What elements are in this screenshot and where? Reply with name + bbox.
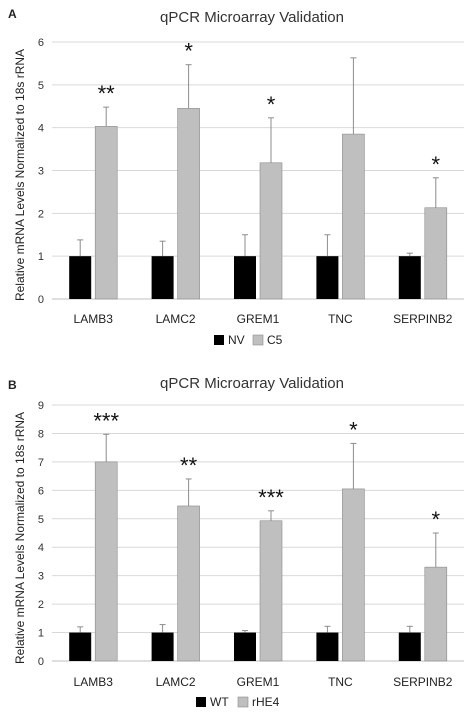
panel-a-y-tick-label: 1 xyxy=(38,251,44,263)
panel-b-legend: WT rHE4 xyxy=(196,695,280,709)
panel-b-legend-label-rhe4: rHE4 xyxy=(252,695,280,709)
panel-a-bar-nv-serpinb2 xyxy=(398,256,421,299)
panel-b-y-tick-label: 3 xyxy=(38,571,44,583)
panel-a-y-tick-label: 3 xyxy=(38,166,44,178)
panel-b-bar-rhe4-lamc2 xyxy=(177,505,200,662)
panel-b-plot: 0 1 2 3 4 5 6 7 8 9 *** LAMB3 ** LAMC2 *** GREM1 * TNC * SE… xyxy=(38,400,464,689)
panel-a-legend: NV C5 xyxy=(214,333,283,347)
panel-b-y-tick-label: 5 xyxy=(38,514,44,526)
panel-a-bar-nv-grem1 xyxy=(234,256,256,299)
panel-b-y-tick-label: 7 xyxy=(38,457,44,469)
panel-a-plot: 0 1 2 3 4 5 6 ** LAMB3 * LAMC2 * GREM1 TNC * SERPINB2 xyxy=(38,37,464,326)
panel-a-bar-c5-tnc xyxy=(342,133,365,300)
panel-b-y-tick-label: 9 xyxy=(38,400,44,412)
panel-b-y-axis-label: Relative mRNA Levels Normalized to 18s r… xyxy=(13,412,27,664)
panel-b-bar-wt-tnc xyxy=(316,632,339,661)
panel-a-bar-nv-lamb3 xyxy=(69,256,92,299)
panel-a-legend-label-nv: NV xyxy=(228,333,245,347)
panel-a-x-tick-label: TNC xyxy=(328,312,353,326)
panel-b-y-tick-label: 0 xyxy=(38,656,44,668)
panel-b-bar-wt-serpinb2 xyxy=(398,632,421,661)
panel-a-y-tick-label: 5 xyxy=(38,80,44,92)
panel-a-significance-lamc2: * xyxy=(184,39,193,64)
panel-b-y-tick-label: 4 xyxy=(38,542,44,554)
panel-b-x-tick-label: GREM1 xyxy=(237,675,280,689)
panel-a: A qPCR Microarray Validation 0123456**LA… xyxy=(8,7,464,347)
panel-a-bar-nv-tnc xyxy=(316,256,339,299)
panel-a-legend-swatch-c5 xyxy=(252,334,264,346)
panel-b-bar-wt-grem1 xyxy=(234,632,256,661)
panel-b-x-tick-label: LAMB3 xyxy=(74,675,114,689)
panel-b-legend-swatch-wt xyxy=(196,697,206,707)
panel-b-x-tick-label: SERPINB2 xyxy=(393,675,453,689)
panel-b-letter: B xyxy=(8,378,17,392)
panel-b: B qPCR Microarray Validation 0 1 2 3 4 5 6 7 8 9 *… xyxy=(8,375,464,709)
panel-a-y-tick-label: 4 xyxy=(38,123,44,135)
panel-a-significance-serpinb2: * xyxy=(432,152,441,177)
panel-a-bar-c5-serpinb2 xyxy=(424,207,448,300)
panel-a-y-tick-label: 6 xyxy=(38,37,44,49)
panel-b-bar-rhe4-serpinb2 xyxy=(424,566,448,662)
panel-a-significance-lamb3: ** xyxy=(98,81,116,106)
panel-a-x-tick-label: GREM1 xyxy=(237,312,280,326)
panel-a-bar-c5-lamb3 xyxy=(94,126,118,300)
panel-b-significance-lamc2: ** xyxy=(180,453,198,478)
panel-a-title: qPCR Microarray Validation xyxy=(160,9,344,26)
panel-b-significance-grem1: *** xyxy=(258,485,284,510)
panel-a-significance-grem1: * xyxy=(267,92,276,117)
panel-a-y-axis-label: Relative mRNA Levels Normalized to 18s r… xyxy=(13,49,27,301)
panel-a-legend-swatch-nv xyxy=(214,335,224,345)
panel-b-significance-lamb3: *** xyxy=(93,408,119,433)
panel-b-y-tick-label: 6 xyxy=(38,485,44,497)
panel-b-title: qPCR Microarray Validation xyxy=(160,375,344,392)
panel-b-bar-rhe4-tnc xyxy=(342,488,365,662)
panel-a-bar-c5-grem1 xyxy=(259,162,283,300)
panel-b-y-tick-label: 8 xyxy=(38,428,44,440)
panel-a-x-tick-label: SERPINB2 xyxy=(393,312,453,326)
panel-b-x-tick-label: TNC xyxy=(328,675,353,689)
panel-b-x-tick-label: LAMC2 xyxy=(156,675,196,689)
panel-a-legend-label-c5: C5 xyxy=(267,333,283,347)
panel-b-y-tick-label: 1 xyxy=(38,628,44,640)
panel-a-y-tick-label: 0 xyxy=(38,294,44,306)
panel-a-x-tick-label: LAMB3 xyxy=(74,312,114,326)
panel-b-bar-wt-lamc2 xyxy=(151,632,174,661)
panel-b-legend-label-wt: WT xyxy=(210,695,229,709)
panel-b-legend-swatch-rhe4 xyxy=(237,696,249,708)
panel-b-y-tick-label: 2 xyxy=(38,599,44,611)
panel-b-bar-wt-lamb3 xyxy=(69,632,92,661)
panel-b-bar-rhe4-lamb3 xyxy=(94,461,118,662)
panel-a-x-tick-label: LAMC2 xyxy=(156,312,196,326)
panel-b-significance-serpinb2: * xyxy=(432,507,441,532)
panel-b-bar-rhe4-grem1 xyxy=(259,520,283,662)
panel-a-bar-nv-lamc2 xyxy=(151,256,174,299)
panel-a-y-tick-label: 2 xyxy=(38,208,44,220)
panel-b-significance-tnc: * xyxy=(349,417,358,442)
panel-a-bar-c5-lamc2 xyxy=(177,108,200,300)
panel-a-letter: A xyxy=(8,7,17,21)
